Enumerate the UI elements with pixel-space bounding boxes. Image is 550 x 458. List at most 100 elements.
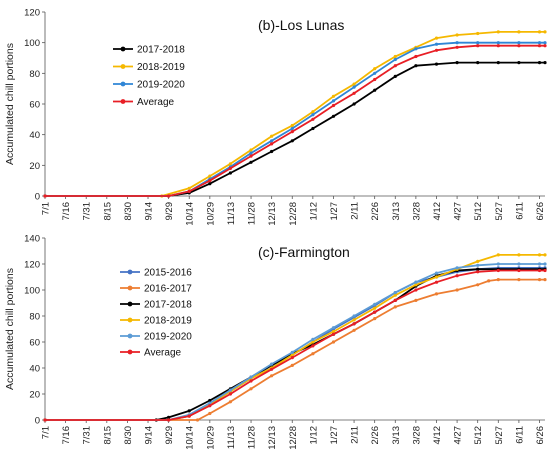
data-point	[393, 57, 397, 62]
data-point	[434, 292, 439, 296]
data-point	[455, 45, 459, 49]
x-tick-label: 1/27	[329, 426, 340, 445]
x-tick-label: 12/28	[288, 426, 299, 450]
data-point	[249, 375, 253, 379]
x-tick-label: 6/11	[514, 426, 525, 444]
data-point	[373, 88, 377, 92]
data-point	[331, 99, 336, 103]
data-point	[434, 42, 439, 46]
legend: 2017-2018 2018-2019 2019-2020 Average	[113, 45, 185, 108]
data-point	[352, 85, 356, 89]
data-point	[414, 47, 418, 51]
data-point	[517, 44, 521, 48]
x-tick-label: 12/13	[267, 426, 278, 450]
data-point	[290, 356, 294, 360]
y-tick-label: 40	[29, 364, 40, 375]
x-tick-label: 5/12	[473, 426, 484, 445]
data-point	[352, 82, 356, 86]
data-point	[187, 186, 191, 190]
data-point	[311, 126, 315, 131]
x-tick-label: 12/13	[267, 202, 278, 226]
series-line-2017-2018	[45, 268, 545, 421]
data-point	[517, 253, 521, 257]
data-point	[543, 278, 547, 282]
legend-swatch-marker	[127, 317, 133, 323]
data-point	[393, 305, 397, 309]
data-point	[393, 74, 397, 78]
series-line-2018-2019	[45, 30, 545, 197]
x-tick-label: 9/29	[164, 426, 175, 445]
data-point	[393, 64, 397, 68]
data-point	[543, 253, 547, 257]
data-point	[537, 253, 542, 257]
x-tick-label: 9/14	[144, 426, 155, 445]
data-point	[393, 54, 397, 59]
data-point	[270, 367, 274, 371]
legend-label: 2017-2018	[137, 45, 185, 56]
data-point	[228, 388, 232, 392]
data-point	[290, 350, 294, 354]
legend: 2015-2016 2016-2017 2017-2018 2018-2019 2019…	[120, 268, 192, 359]
legend-label: 2019-2020	[137, 80, 185, 91]
data-point	[476, 259, 480, 263]
data-point	[496, 262, 500, 266]
y-tick-label: 0	[35, 416, 40, 427]
data-point	[373, 317, 377, 321]
data-point	[331, 103, 336, 108]
legend-label: 2018-2019	[144, 316, 192, 327]
data-point	[517, 268, 521, 273]
data-point	[414, 283, 418, 287]
x-tick-label: 11/13	[226, 426, 237, 449]
data-point	[290, 363, 294, 367]
x-tick-label: 1/12	[308, 202, 319, 221]
y-tick-label: 80	[29, 312, 40, 323]
data-point	[537, 41, 542, 45]
data-point	[373, 306, 377, 310]
y-tick-label: 20	[29, 390, 40, 401]
x-tick-label: 6/26	[535, 202, 546, 221]
data-point	[434, 275, 439, 279]
data-point	[476, 31, 480, 36]
data-point	[311, 110, 315, 114]
x-tick-label: 4/27	[453, 426, 464, 445]
data-point	[290, 139, 294, 143]
data-point	[187, 414, 191, 418]
x-tick-label: 6/26	[535, 426, 546, 445]
legend-label: 2016-2017	[144, 284, 192, 295]
data-point	[414, 280, 418, 284]
data-point	[249, 151, 253, 155]
x-tick-label: 2/11	[350, 202, 361, 220]
data-point	[228, 392, 232, 396]
data-point	[311, 344, 315, 348]
x-tick-label: 11/28	[247, 426, 258, 449]
x-tick-label: 4/12	[432, 426, 443, 445]
data-point	[208, 411, 212, 416]
data-point	[228, 171, 232, 175]
x-tick-label: 2/26	[370, 202, 381, 221]
y-tick-label: 100	[24, 286, 40, 297]
legend-label: 2017-2018	[144, 300, 192, 311]
data-point	[270, 142, 274, 146]
series-line-average	[45, 44, 545, 197]
series-line-average	[45, 269, 545, 421]
x-tick-label: 8/15	[102, 426, 113, 445]
data-point	[331, 326, 336, 330]
data-point	[43, 194, 47, 198]
data-point	[208, 179, 212, 183]
x-tick-label: 2/11	[350, 426, 361, 444]
data-point	[414, 54, 418, 59]
data-point	[331, 332, 336, 336]
x-tick-label: 11/28	[247, 202, 258, 225]
data-point	[187, 189, 191, 193]
legend-swatch-marker	[120, 64, 126, 69]
x-tick-label: 3/13	[391, 202, 402, 221]
data-point	[352, 102, 356, 106]
data-point	[331, 114, 336, 118]
data-point	[434, 271, 439, 275]
x-tick-label: 7/16	[61, 426, 72, 445]
data-point	[434, 62, 439, 66]
x-tick-label: 1/27	[329, 202, 340, 221]
data-point	[537, 268, 542, 273]
y-tick-label: 80	[29, 69, 40, 80]
data-point	[455, 266, 459, 270]
